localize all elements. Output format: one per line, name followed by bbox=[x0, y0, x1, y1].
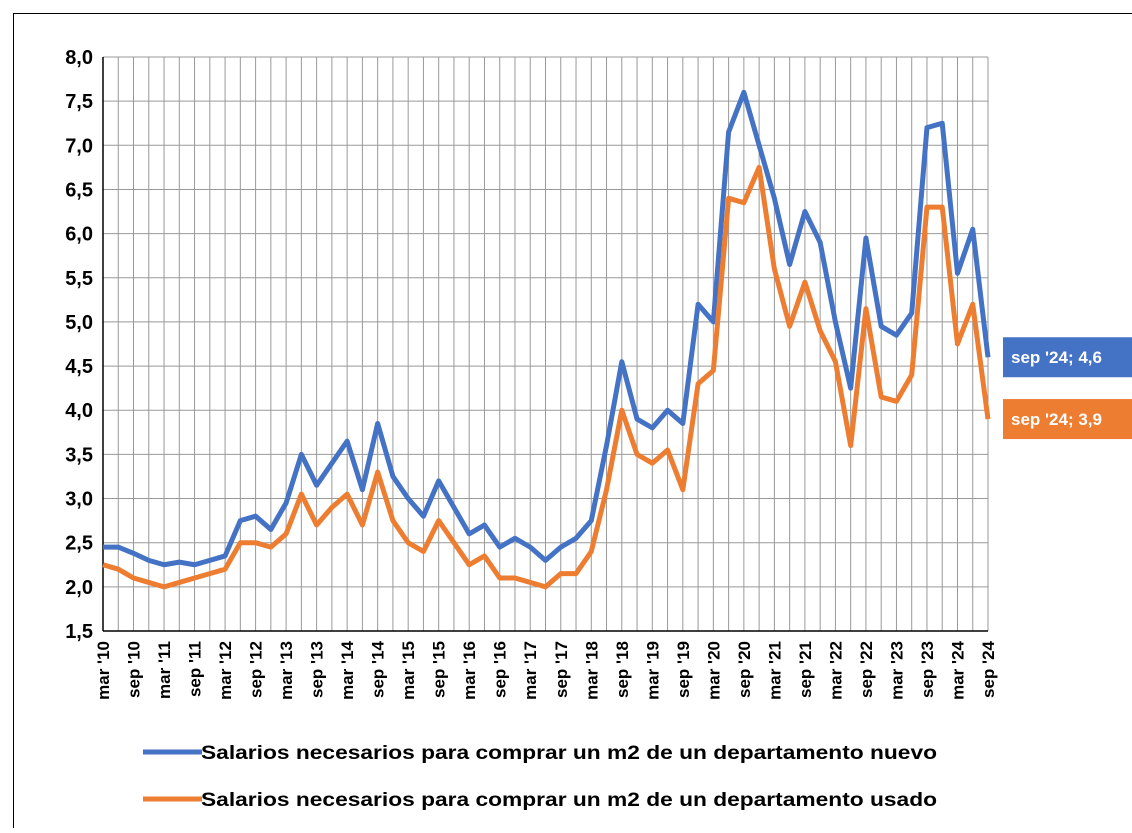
y-tick-label: 2,0 bbox=[65, 577, 93, 599]
x-tick-label: mar '15 bbox=[399, 641, 418, 700]
x-tick-label: mar '10 bbox=[94, 641, 113, 700]
y-tick-label: 4,0 bbox=[65, 400, 93, 422]
x-tick-label: sep '11 bbox=[186, 641, 205, 697]
y-tick-label: 3,0 bbox=[65, 489, 93, 511]
x-tick-label: sep '23 bbox=[918, 641, 937, 698]
chart-frame bbox=[14, 14, 1132, 829]
y-tick-label: 1,5 bbox=[65, 621, 93, 643]
legend-label: Salarios necesarios para comprar un m2 d… bbox=[201, 790, 937, 811]
x-tick-label: mar '17 bbox=[521, 641, 540, 700]
x-tick-label: sep '21 bbox=[796, 641, 815, 698]
x-tick-label: sep '15 bbox=[430, 641, 449, 698]
x-tick-label: mar '22 bbox=[826, 641, 845, 700]
x-tick-label: sep '22 bbox=[857, 641, 876, 698]
y-tick-label: 6,0 bbox=[65, 224, 93, 246]
y-tick-label: 7,5 bbox=[65, 91, 93, 113]
x-tick-label: sep '16 bbox=[491, 641, 510, 698]
y-tick-label: 2,5 bbox=[65, 533, 93, 555]
y-tick-label: 5,5 bbox=[65, 268, 93, 290]
y-tick-label: 6,5 bbox=[65, 179, 93, 201]
x-tick-label: sep '18 bbox=[613, 641, 632, 698]
x-tick-label: sep '24 bbox=[979, 640, 998, 698]
value-label: sep '24; 3,9 bbox=[1011, 410, 1102, 429]
x-tick-label: sep '14 bbox=[369, 640, 388, 698]
y-tick-label: 3,5 bbox=[65, 444, 93, 466]
x-tick-label: sep '12 bbox=[247, 641, 266, 698]
x-tick-label: sep '13 bbox=[308, 641, 327, 698]
x-tick-label: mar '19 bbox=[643, 641, 662, 700]
legend-label: Salarios necesarios para comprar un m2 d… bbox=[201, 743, 937, 764]
x-tick-label: sep '19 bbox=[674, 641, 693, 698]
y-tick-label: 8,0 bbox=[65, 47, 93, 69]
x-tick-label: mar '11 bbox=[155, 641, 174, 699]
x-tick-label: mar '23 bbox=[887, 641, 906, 700]
x-tick-label: mar '21 bbox=[765, 641, 784, 700]
x-tick-label: mar '13 bbox=[277, 641, 296, 700]
x-tick-label: sep '17 bbox=[552, 641, 571, 698]
x-tick-label: mar '20 bbox=[704, 641, 723, 700]
y-tick-label: 5,0 bbox=[65, 312, 93, 334]
x-tick-label: sep '20 bbox=[735, 641, 754, 698]
x-tick-label: mar '12 bbox=[216, 641, 235, 700]
x-tick-label: sep '10 bbox=[125, 641, 144, 698]
y-tick-label: 4,5 bbox=[65, 356, 93, 378]
x-tick-label: mar '24 bbox=[948, 640, 967, 699]
x-tick-label: mar '14 bbox=[338, 640, 357, 699]
x-tick-label: mar '16 bbox=[460, 641, 479, 700]
x-tick-label: mar '18 bbox=[582, 641, 601, 700]
value-label: sep '24; 4,6 bbox=[1011, 348, 1102, 367]
y-tick-label: 7,0 bbox=[65, 135, 93, 157]
